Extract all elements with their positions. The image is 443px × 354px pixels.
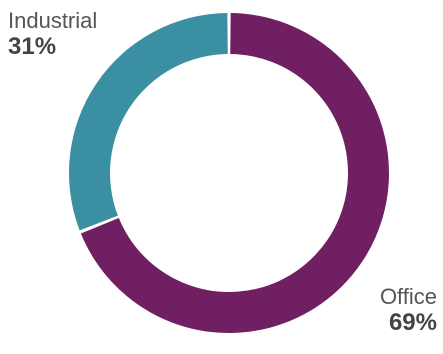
donut-slice-industrial [68, 13, 228, 231]
slice-name-industrial: Industrial [8, 8, 98, 33]
slice-label-office: Office 69% [380, 284, 437, 337]
slice-percent-industrial: 31% [8, 33, 57, 61]
slice-label-industrial: Industrial 31% [8, 8, 97, 61]
slice-percent-office: 69% [388, 309, 437, 337]
slice-name-office: Office [379, 284, 437, 309]
